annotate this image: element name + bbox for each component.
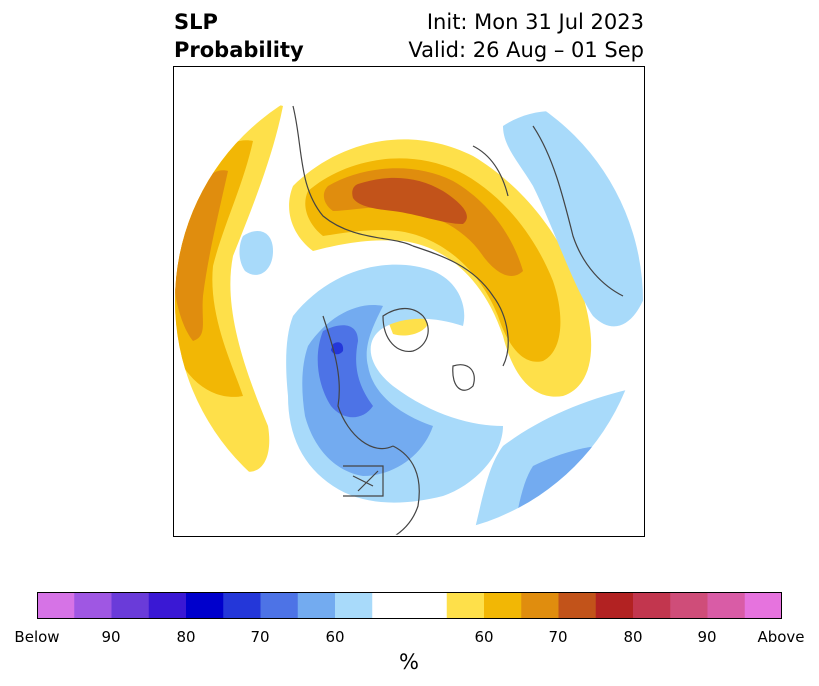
forecast-dates: Init: Mon 31 Jul 2023 Valid: 26 Aug – 01… bbox=[408, 8, 644, 64]
map-canvas bbox=[173, 66, 645, 537]
tick-label: 80 bbox=[176, 628, 196, 646]
colorbar-swatch bbox=[595, 592, 634, 619]
tick-label: 80 bbox=[623, 628, 643, 646]
colorbar-border bbox=[37, 592, 782, 619]
colorbar-swatch bbox=[186, 592, 224, 619]
valid-dates: Valid: 26 Aug – 01 Sep bbox=[408, 38, 644, 62]
title-line-2: Probability bbox=[174, 38, 304, 62]
colorbar-swatch bbox=[707, 592, 746, 619]
below-region-pacific bbox=[239, 231, 273, 275]
init-date: Init: Mon 31 Jul 2023 bbox=[426, 10, 644, 34]
tick-label: 90 bbox=[101, 628, 121, 646]
colorbar-swatch bbox=[74, 592, 112, 619]
colorbar-swatch bbox=[446, 592, 485, 619]
colorbar-swatch bbox=[409, 592, 448, 619]
tick-label: 90 bbox=[697, 628, 717, 646]
tick-label: 60 bbox=[474, 628, 494, 646]
colorbar-unit: % bbox=[399, 650, 419, 674]
colorbar-swatch bbox=[223, 592, 261, 619]
polar-map bbox=[173, 66, 645, 537]
colorbar-swatch bbox=[744, 592, 782, 619]
colorbar-swatch bbox=[670, 592, 708, 619]
tick-label: Above bbox=[757, 628, 805, 646]
colorbar bbox=[37, 592, 782, 619]
below-region-america-core bbox=[317, 325, 373, 418]
colorbar-swatch bbox=[484, 592, 522, 619]
above-region-siberia-peak bbox=[352, 177, 467, 224]
colorbar-swatch bbox=[37, 592, 75, 619]
colorbar-swatch bbox=[521, 592, 559, 619]
colorbar-swatch bbox=[633, 592, 671, 619]
colorbar-swatch bbox=[372, 592, 410, 619]
tick-label: Below bbox=[14, 628, 60, 646]
title-line-1: SLP bbox=[174, 10, 218, 34]
tick-label: 70 bbox=[548, 628, 568, 646]
chart-title: SLP Probability bbox=[174, 8, 304, 64]
colorbar-swatch bbox=[335, 592, 373, 619]
tick-label: 60 bbox=[325, 628, 345, 646]
colorbar-swatch bbox=[148, 592, 187, 619]
colorbar-swatch bbox=[297, 592, 336, 619]
coastlines bbox=[292, 105, 624, 535]
tick-label: 70 bbox=[250, 628, 270, 646]
colorbar-swatch bbox=[260, 592, 299, 619]
colorbar-swatch bbox=[111, 592, 150, 619]
map-border bbox=[173, 66, 645, 537]
colorbar-swatch bbox=[558, 592, 597, 619]
above-region-siberia-core bbox=[305, 158, 561, 362]
